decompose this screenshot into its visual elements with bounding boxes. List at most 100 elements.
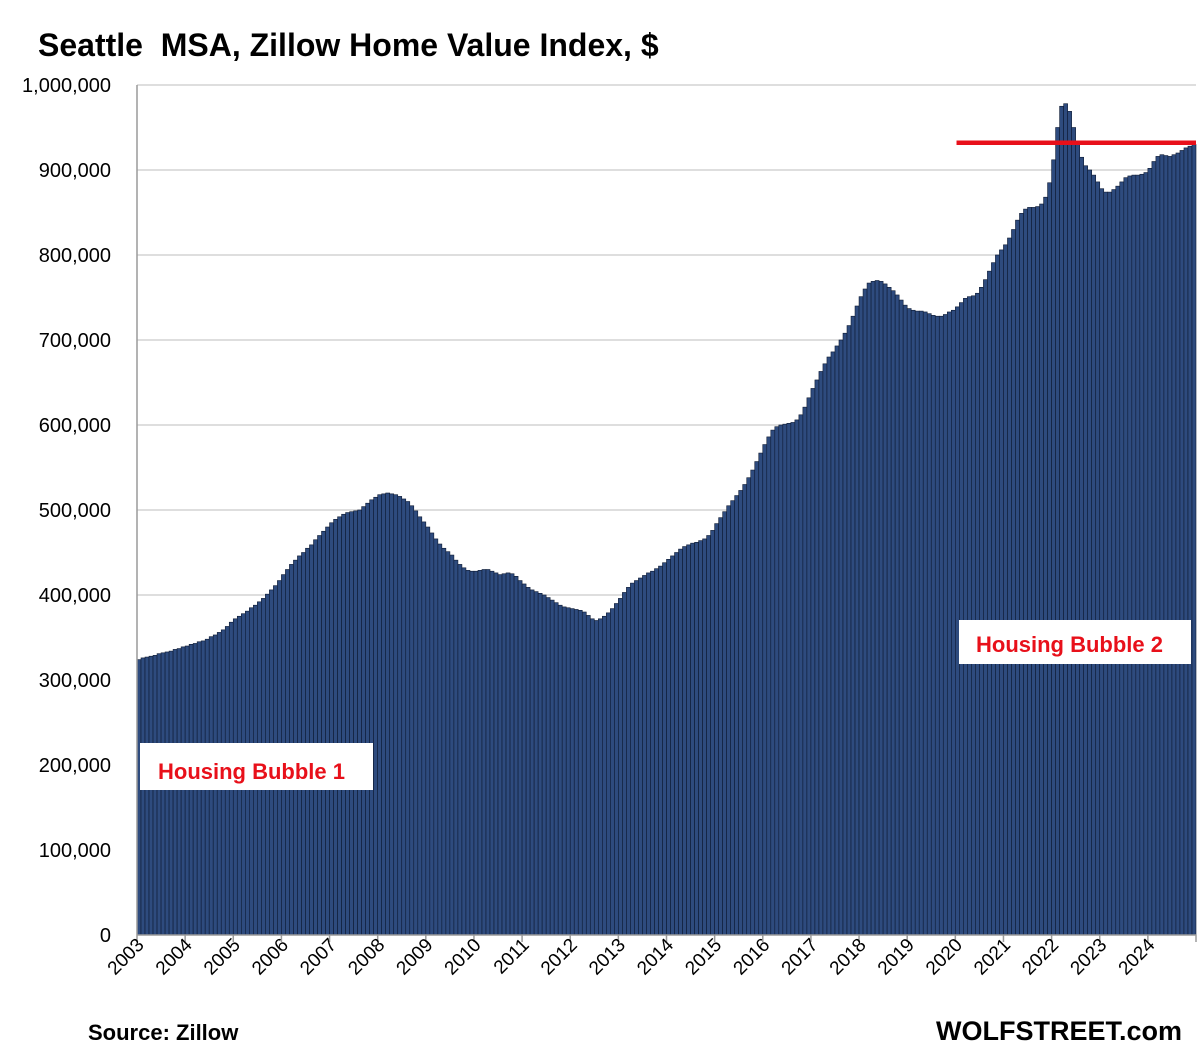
bar (569, 608, 575, 936)
bar (1095, 181, 1101, 936)
bar (337, 516, 342, 936)
bar (910, 309, 916, 936)
bar (822, 363, 828, 936)
x-tick-label: 2009 (393, 935, 438, 980)
bar (469, 570, 475, 936)
bar (983, 279, 988, 936)
x-tick-label: 2018 (826, 935, 871, 980)
bar (818, 371, 824, 936)
bar (698, 540, 703, 936)
bar (489, 570, 495, 936)
bar (638, 577, 643, 936)
x-tick-label: 2024 (1115, 934, 1160, 979)
bar (722, 511, 727, 936)
bar (854, 305, 860, 936)
bar (373, 496, 378, 936)
bar (918, 310, 924, 936)
bar (890, 290, 896, 936)
bar (1151, 161, 1157, 936)
bar (381, 493, 387, 936)
bar (184, 645, 190, 936)
bar (774, 426, 780, 936)
bar (365, 502, 370, 936)
bar (349, 511, 354, 936)
bar (1143, 172, 1149, 936)
bar (521, 583, 527, 936)
bar (866, 282, 872, 936)
x-tick-label: 2017 (778, 935, 823, 980)
x-axis-ticks: 2003 2004 2005 2006 2007 2008 2009 2010 2011 2012… (104, 934, 1197, 980)
y-tick-label: 1,000,000 (22, 75, 111, 97)
bar (650, 570, 655, 936)
bar (345, 512, 350, 936)
bar (814, 379, 820, 936)
bar (758, 452, 764, 936)
bar (481, 569, 487, 936)
bar (654, 568, 659, 936)
bar (670, 555, 675, 936)
bar (842, 332, 848, 936)
bar (1027, 207, 1032, 936)
bar (602, 615, 607, 936)
x-tick-label: 2012 (537, 935, 582, 980)
bar (955, 306, 960, 936)
bar (922, 311, 928, 936)
bar (995, 254, 1000, 936)
bar (477, 570, 483, 936)
bar (1051, 159, 1056, 936)
bar (164, 651, 170, 936)
bar (437, 543, 443, 936)
bar (874, 280, 880, 936)
bar (778, 424, 784, 936)
bar (894, 294, 900, 936)
bar (991, 262, 996, 936)
bar (333, 519, 338, 936)
bar (718, 517, 723, 936)
bar (975, 292, 980, 936)
bar (425, 526, 431, 936)
bar (754, 461, 760, 936)
bar (626, 587, 631, 936)
bar (934, 315, 940, 936)
bar (598, 618, 603, 936)
bar (726, 505, 731, 936)
bar (942, 314, 948, 936)
chart-title: Seattle MSA, Zillow Home Value Index, $ (38, 27, 659, 63)
bar (1111, 189, 1117, 936)
bar (622, 592, 627, 936)
annotation-housing-bubble-1: Housing Bubble 1 (158, 759, 345, 784)
bar (682, 546, 687, 936)
x-tick-label: 2011 (490, 935, 534, 979)
bar (1019, 213, 1024, 936)
bar (830, 351, 836, 936)
bar (678, 548, 683, 936)
bar (180, 646, 186, 936)
bar (1043, 196, 1048, 936)
bar (1159, 154, 1165, 936)
bar (1039, 203, 1044, 936)
bar (549, 599, 555, 936)
bar (581, 611, 587, 936)
bar (461, 567, 467, 936)
bar (433, 538, 439, 936)
bar (630, 582, 635, 936)
bar (557, 604, 563, 936)
bar (1179, 150, 1185, 936)
bar (838, 339, 844, 936)
bar (742, 484, 748, 936)
bar (750, 469, 756, 936)
bar (834, 345, 840, 936)
bar-series (136, 103, 1197, 936)
bar (417, 516, 423, 936)
y-tick-label: 900,000 (39, 160, 111, 182)
bar (1163, 155, 1169, 936)
bar (1099, 188, 1105, 936)
bar (441, 547, 447, 936)
bar (160, 652, 166, 936)
x-tick-label: 2021 (970, 935, 1015, 980)
bar (1087, 169, 1092, 936)
bar (429, 532, 435, 936)
bar (930, 315, 936, 936)
x-tick-label: 2005 (200, 935, 245, 980)
brand-label: WOLFSTREET.com (936, 1016, 1182, 1046)
